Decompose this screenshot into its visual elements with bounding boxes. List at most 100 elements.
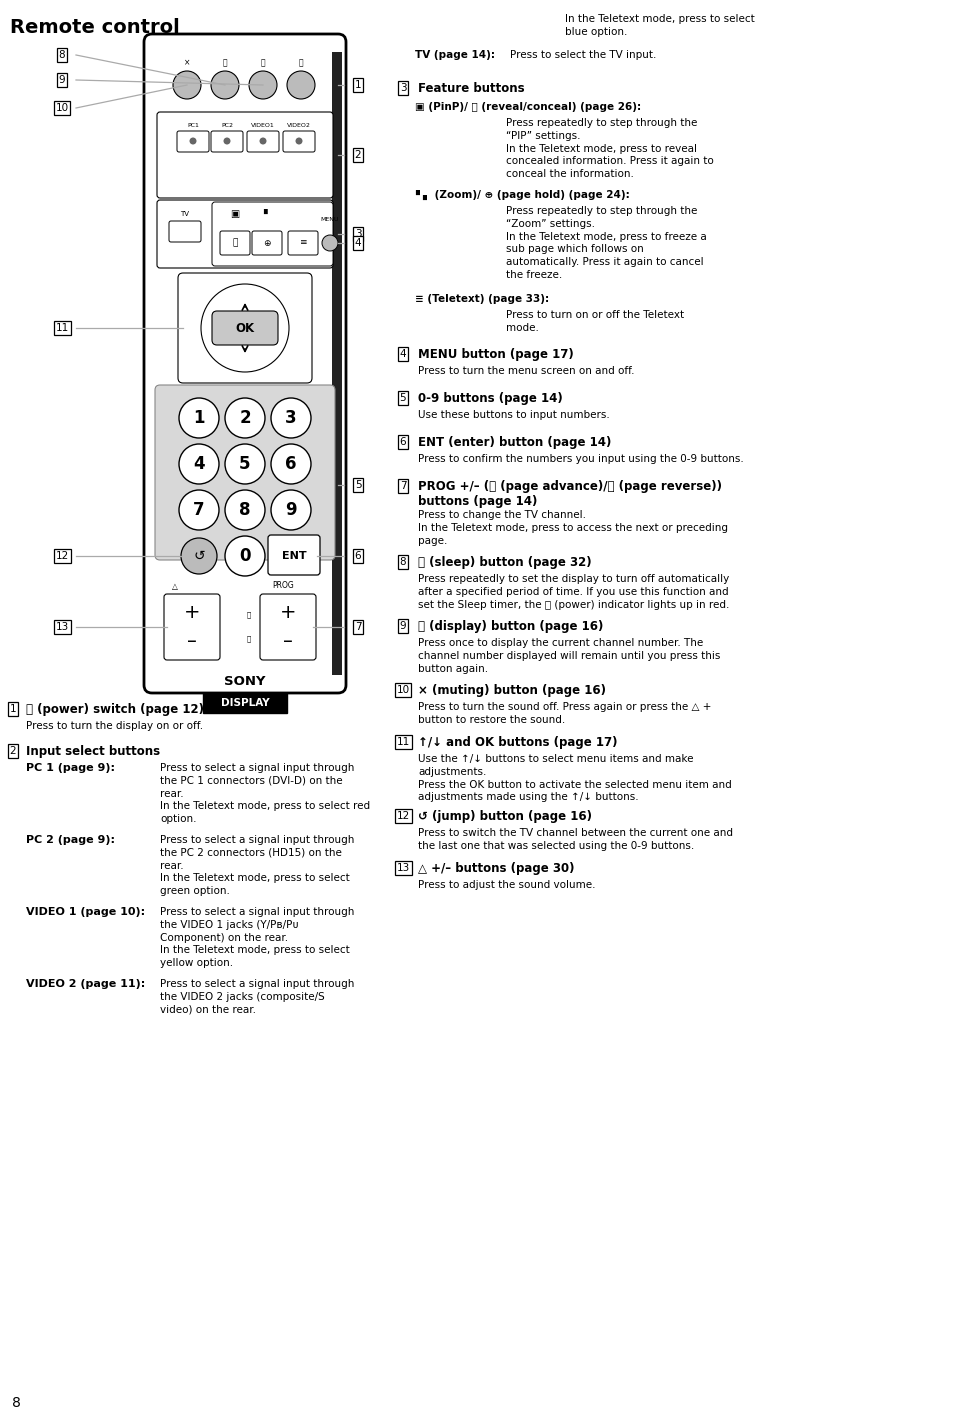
- Text: Press to confirm the numbers you input using the 0-9 buttons.: Press to confirm the numbers you input u…: [418, 455, 744, 465]
- Circle shape: [296, 137, 302, 144]
- Circle shape: [224, 137, 230, 144]
- FancyBboxPatch shape: [178, 273, 312, 383]
- Text: 5: 5: [399, 393, 406, 402]
- Circle shape: [225, 490, 265, 530]
- Text: 3: 3: [354, 229, 361, 239]
- Text: VIDEO 2 (page 11):: VIDEO 2 (page 11):: [26, 979, 145, 988]
- Text: 6: 6: [354, 551, 361, 561]
- Text: Press to select a signal input through
the PC 1 connectors (DVI-D) on the
rear.
: Press to select a signal input through t…: [160, 762, 371, 825]
- Text: × (muting) button (page 16): × (muting) button (page 16): [418, 683, 606, 698]
- Text: MENU: MENU: [321, 217, 339, 222]
- Text: 12: 12: [396, 810, 410, 820]
- Circle shape: [179, 443, 219, 484]
- Text: Press to select a signal input through
the PC 2 connectors (HD15) on the
rear.
I: Press to select a signal input through t…: [160, 834, 354, 897]
- Text: 4: 4: [354, 239, 361, 249]
- Text: Press repeatedly to step through the
“Zoom” settings.
In the Teletext mode, pres: Press repeatedly to step through the “Zo…: [506, 206, 707, 280]
- Text: 13: 13: [396, 863, 410, 873]
- Text: 10: 10: [56, 103, 68, 113]
- Text: ⓹: ⓹: [247, 635, 252, 642]
- Text: 11: 11: [396, 737, 410, 747]
- Text: PC 1 (page 9):: PC 1 (page 9):: [26, 762, 115, 772]
- Text: Press to select a signal input through
the VIDEO 2 jacks (composite/S
video) on : Press to select a signal input through t…: [160, 979, 354, 1015]
- Text: Ⓓ: Ⓓ: [261, 58, 265, 66]
- Text: ENT (enter) button (page 14): ENT (enter) button (page 14): [418, 436, 612, 449]
- Text: ENT: ENT: [281, 551, 306, 561]
- Text: Press to turn the menu screen on and off.: Press to turn the menu screen on and off…: [418, 366, 635, 376]
- Text: +: +: [183, 603, 201, 621]
- Text: 8: 8: [399, 556, 406, 568]
- Text: Use the ↑/↓ buttons to select menu items and make
adjustments.
Press the OK butt: Use the ↑/↓ buttons to select menu items…: [418, 754, 732, 802]
- Text: 8: 8: [59, 49, 65, 59]
- Circle shape: [179, 490, 219, 530]
- Circle shape: [211, 71, 239, 99]
- Circle shape: [271, 490, 311, 530]
- Circle shape: [173, 71, 201, 99]
- Text: 9: 9: [59, 75, 65, 85]
- Text: ▣ (PinP)/ ⓑ (reveal/conceal) (page 26):: ▣ (PinP)/ ⓑ (reveal/conceal) (page 26):: [415, 102, 641, 112]
- Circle shape: [287, 71, 315, 99]
- Text: 8: 8: [12, 1396, 21, 1411]
- Circle shape: [322, 234, 338, 251]
- Text: ▣: ▣: [230, 209, 240, 219]
- Text: 12: 12: [56, 551, 68, 561]
- Text: +: +: [279, 603, 297, 621]
- Circle shape: [249, 71, 277, 99]
- Text: TV: TV: [180, 210, 189, 217]
- Text: 1: 1: [193, 409, 204, 426]
- Text: ▘: ▘: [263, 209, 271, 219]
- Text: 9: 9: [399, 621, 406, 631]
- Text: Press to select the TV input.: Press to select the TV input.: [510, 49, 657, 59]
- Text: △ +/– buttons (page 30): △ +/– buttons (page 30): [418, 861, 574, 875]
- Text: VIDEO1: VIDEO1: [252, 123, 275, 128]
- Circle shape: [181, 538, 217, 575]
- Circle shape: [225, 443, 265, 484]
- Text: 7: 7: [354, 623, 361, 633]
- FancyBboxPatch shape: [220, 232, 250, 256]
- Text: 7: 7: [399, 481, 406, 491]
- Text: 3: 3: [399, 83, 406, 93]
- Text: Use these buttons to input numbers.: Use these buttons to input numbers.: [418, 409, 610, 419]
- Text: –: –: [283, 633, 293, 651]
- Text: △: △: [172, 582, 178, 592]
- FancyBboxPatch shape: [283, 131, 315, 152]
- FancyBboxPatch shape: [211, 131, 243, 152]
- FancyBboxPatch shape: [260, 594, 316, 659]
- FancyBboxPatch shape: [144, 34, 346, 693]
- FancyBboxPatch shape: [288, 232, 318, 256]
- Text: 2: 2: [10, 746, 16, 755]
- Text: 13: 13: [56, 623, 68, 633]
- Text: In the Teletext mode, press to select
blue option.: In the Teletext mode, press to select bl…: [565, 14, 755, 37]
- FancyBboxPatch shape: [247, 131, 279, 152]
- Circle shape: [189, 137, 197, 144]
- Text: PROG +/– (⓸ (page advance)/⓹ (page reverse))
buttons (page 14): PROG +/– (⓸ (page advance)/⓹ (page rever…: [418, 480, 722, 508]
- Text: Press to adjust the sound volume.: Press to adjust the sound volume.: [418, 880, 595, 890]
- Text: 11: 11: [56, 323, 68, 333]
- Text: 2: 2: [354, 150, 361, 160]
- Text: 8: 8: [239, 501, 251, 520]
- Text: VIDEO2: VIDEO2: [287, 123, 311, 128]
- Text: Press to select a signal input through
the VIDEO 1 jacks (Y/Pв/Pᴜ
Component) on : Press to select a signal input through t…: [160, 907, 354, 969]
- Text: 10: 10: [396, 685, 410, 695]
- Text: Press to switch the TV channel between the current one and
the last one that was: Press to switch the TV channel between t…: [418, 827, 733, 851]
- Text: ↺: ↺: [193, 549, 204, 563]
- Text: 1: 1: [10, 705, 16, 714]
- Text: VIDEO 1 (page 10):: VIDEO 1 (page 10):: [26, 907, 145, 916]
- Text: PC 2 (page 9):: PC 2 (page 9):: [26, 834, 115, 844]
- Text: –: –: [187, 633, 197, 651]
- Text: ⏽ (power) switch (page 12): ⏽ (power) switch (page 12): [26, 703, 204, 716]
- Text: 6: 6: [285, 455, 297, 473]
- FancyBboxPatch shape: [155, 385, 335, 561]
- Text: PROG: PROG: [272, 580, 294, 590]
- Text: MENU button (page 17): MENU button (page 17): [418, 347, 574, 361]
- Circle shape: [259, 137, 267, 144]
- Text: 4: 4: [193, 455, 204, 473]
- Text: 2: 2: [239, 409, 251, 426]
- Text: ▘▖ (Zoom)/ ⊕ (page hold) (page 24):: ▘▖ (Zoom)/ ⊕ (page hold) (page 24):: [415, 191, 630, 201]
- Text: Remote control: Remote control: [10, 18, 180, 37]
- Text: ↑/↓ and OK buttons (page 17): ↑/↓ and OK buttons (page 17): [418, 736, 617, 748]
- FancyBboxPatch shape: [212, 311, 278, 345]
- Text: Press to turn the sound off. Press again or press the △ +
button to restore the : Press to turn the sound off. Press again…: [418, 702, 711, 724]
- Text: Press repeatedly to set the display to turn off automatically
after a specified : Press repeatedly to set the display to t…: [418, 575, 730, 610]
- Text: Press once to display the current channel number. The
channel number displayed w: Press once to display the current channe…: [418, 638, 720, 674]
- Text: 5: 5: [354, 480, 361, 490]
